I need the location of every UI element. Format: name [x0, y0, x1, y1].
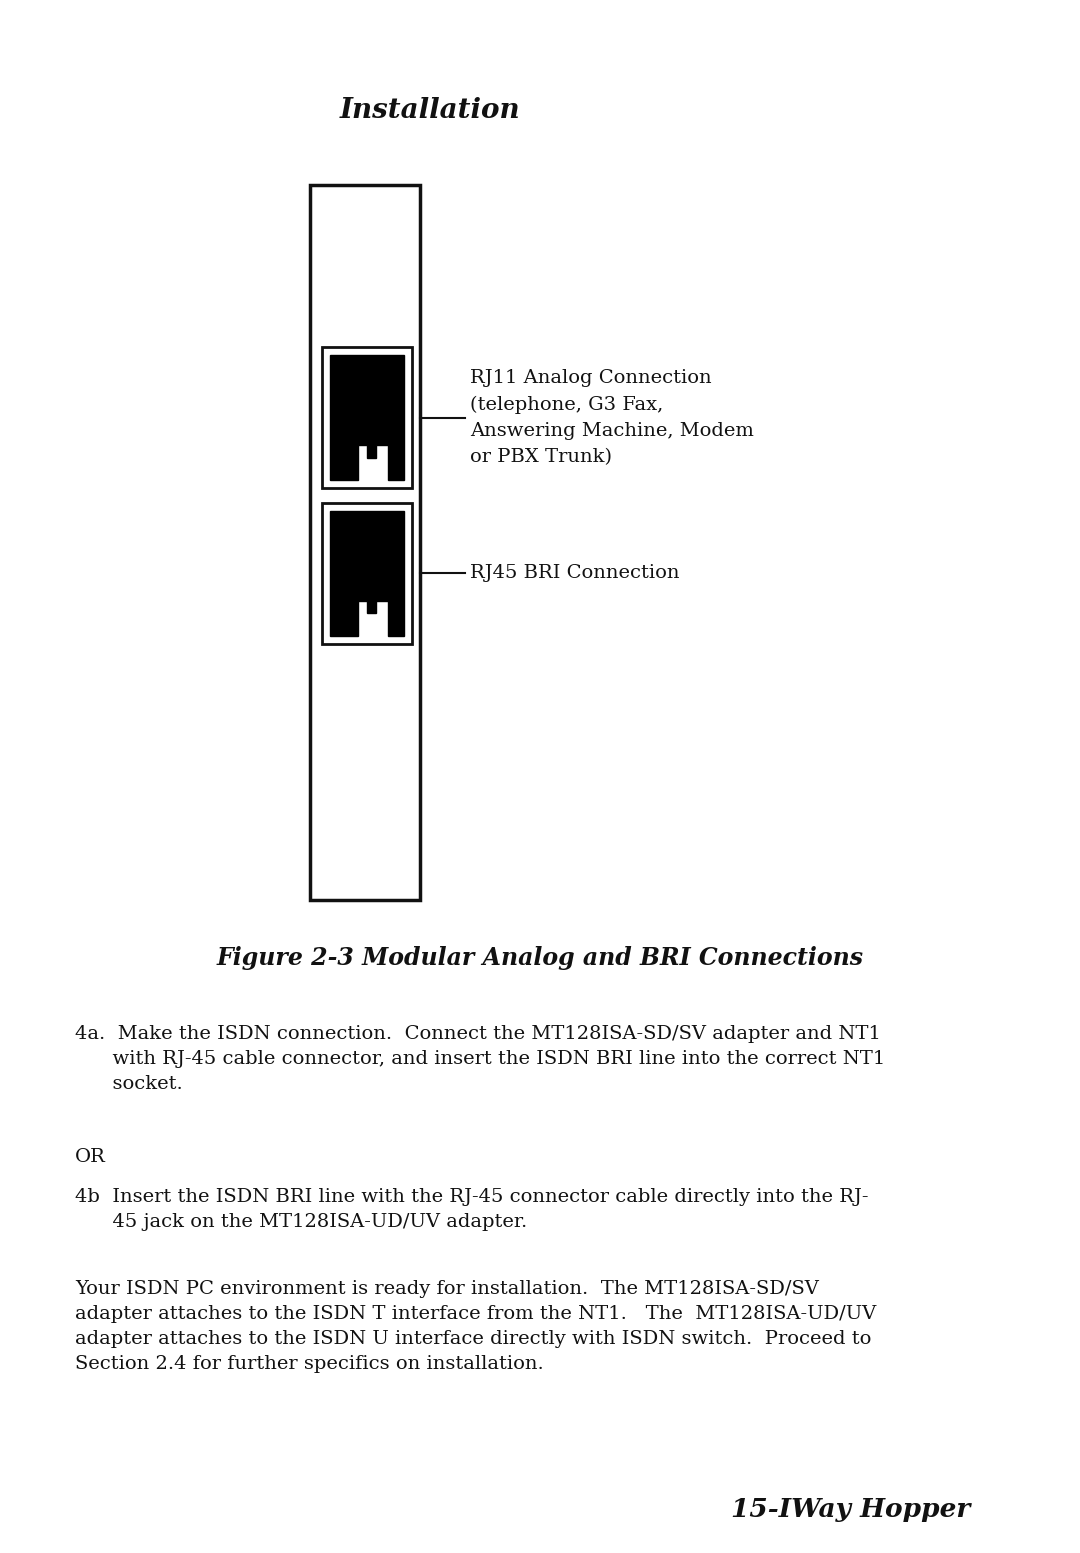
Text: RJ45 BRI Connection: RJ45 BRI Connection: [471, 564, 680, 582]
Bar: [310, 185, 420, 901]
Text: Your ISDN PC environment is ready for installation.  The MT128ISA-SD/SV
adapter : Your ISDN PC environment is ready for in…: [75, 1280, 876, 1373]
Text: Installation: Installation: [340, 96, 521, 124]
Text: 4b  Insert the ISDN BRI line with the RJ-45 connector cable directly into the RJ: 4b Insert the ISDN BRI line with the RJ-…: [75, 1188, 868, 1232]
Text: Figure 2-3 Modular Analog and BRI Connections: Figure 2-3 Modular Analog and BRI Connec…: [216, 946, 864, 971]
Text: RJ11 Analog Connection
(telephone, G3 Fax,
Answering Machine, Modem
or PBX Trunk: RJ11 Analog Connection (telephone, G3 Fa…: [471, 368, 754, 466]
Polygon shape: [330, 356, 404, 480]
Polygon shape: [330, 511, 404, 637]
Bar: [322, 503, 411, 644]
Bar: [322, 346, 411, 488]
Text: 4a.  Make the ISDN connection.  Connect the MT128ISA-SD/SV adapter and NT1
     : 4a. Make the ISDN connection. Connect th…: [75, 1025, 886, 1093]
Text: OR: OR: [75, 1148, 106, 1166]
Text: 15-IWay Hopper: 15-IWay Hopper: [731, 1497, 970, 1522]
